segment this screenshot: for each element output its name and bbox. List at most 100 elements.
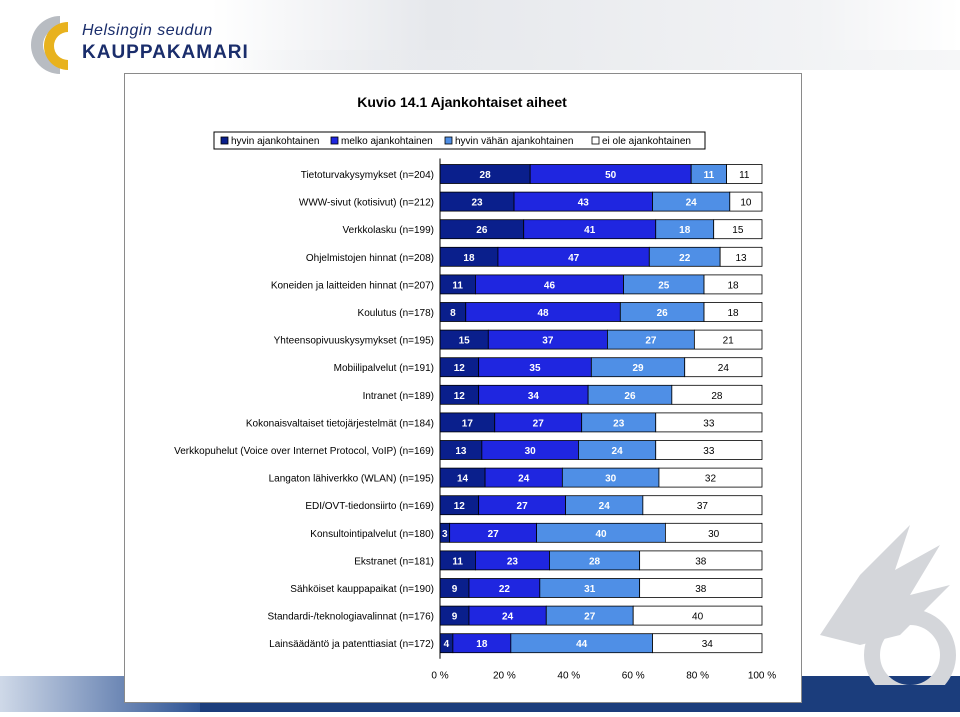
data-label: 3: [442, 529, 448, 540]
data-label: 27: [645, 336, 657, 347]
bar-segment-s4: [703, 302, 763, 322]
category-label: WWW-sivut (kotisivut) (n=212): [299, 198, 434, 209]
legend-entry-1: hyvin ajankohtainen: [231, 136, 319, 147]
data-label: 24: [686, 198, 698, 209]
category-label: EDI/OVT-tiedonsiirto (n=169): [305, 501, 434, 512]
stacked-bar-chart: Kuvio 14.1 Ajankohtaiset aiheet hyvin aj…: [174, 94, 776, 682]
data-label: 13: [736, 253, 748, 264]
data-label: 40: [692, 612, 704, 623]
data-label: 24: [518, 474, 530, 485]
bar-segment-s4: [693, 329, 763, 350]
bar-segment-s4: [632, 605, 763, 626]
decorative-eagle-gear-icon: [820, 525, 956, 685]
legend-entry-2: melko ajankohtainen: [341, 136, 433, 147]
category-label: Standardi-/teknologiavalinnat (n=176): [268, 612, 435, 623]
legend-swatch-2: [330, 136, 339, 145]
data-label: 23: [613, 418, 625, 429]
category-label: Verkkopuhelut (Voice over Internet Proto…: [174, 446, 434, 457]
data-label: 9: [452, 612, 458, 623]
data-label: 34: [528, 391, 540, 402]
category-label: Ohjelmistojen hinnat (n=208): [306, 253, 434, 264]
x-tick-label: 100 %: [748, 671, 776, 682]
data-label: 25: [658, 280, 670, 291]
chart-legend: hyvin ajankohtainen melko ajankohtainen hy…: [213, 131, 706, 150]
data-label: 34: [702, 639, 714, 650]
data-label: 43: [578, 198, 590, 209]
bar-segment-s4: [639, 578, 763, 598]
data-label: 30: [525, 446, 537, 457]
category-label: Kokonaisvaltaiset tietojärjestelmät (n=1…: [246, 418, 434, 429]
category-label: Koneiden ja laitteiden hinnat (n=207): [271, 280, 434, 291]
category-label: Intranet (n=189): [363, 391, 434, 402]
legend-box: [213, 131, 706, 150]
data-label: 22: [499, 584, 511, 595]
logo-text-line1: Helsingin seudun: [82, 22, 213, 39]
data-label: 15: [732, 225, 744, 236]
data-label: 9: [452, 584, 458, 595]
bar-segment-s4: [655, 440, 763, 460]
data-label: 12: [454, 363, 466, 374]
bar-segment-s4: [665, 522, 763, 543]
data-label: 13: [455, 446, 467, 457]
bar-segment-s4: [652, 633, 763, 654]
bar-segment-s4: [639, 550, 763, 571]
data-label: 24: [612, 446, 624, 457]
legend-swatch-4: [591, 136, 600, 145]
chart-title: Kuvio 14.1 Ajankohtaiset aiheet: [357, 94, 567, 110]
bar-segment-s4: [713, 219, 763, 240]
data-label: 14: [457, 474, 469, 485]
category-label: Lainsäädäntö ja patenttiasiat (n=172): [269, 639, 434, 650]
data-label: 47: [568, 253, 580, 264]
data-label: 11: [452, 556, 463, 567]
chart-x-axis: 0 % 20 % 40 % 60 % 80 % 100 %: [431, 158, 776, 682]
data-label: 46: [544, 280, 556, 291]
data-label: 8: [450, 308, 456, 319]
data-label: 21: [723, 336, 735, 347]
data-label: 40: [595, 529, 607, 540]
data-label: 26: [476, 225, 488, 236]
legend-swatch-1: [220, 136, 229, 145]
data-label: 18: [727, 280, 739, 291]
data-label: 30: [605, 474, 617, 485]
data-label: 24: [599, 501, 611, 512]
x-tick-label: 40 %: [557, 671, 580, 682]
data-label: 18: [679, 225, 691, 236]
category-label: Ekstranet (n=181): [354, 556, 434, 567]
category-label: Langaton lähiverkko (WLAN) (n=195): [269, 474, 434, 485]
category-label: Verkkolasku (n=199): [343, 225, 434, 236]
logo-text-line2: KAUPPAKAMARI: [82, 42, 249, 63]
header-band: [0, 0, 960, 70]
data-label: 27: [488, 529, 500, 540]
data-label: 28: [711, 391, 723, 402]
data-label: 38: [695, 556, 707, 567]
data-label: 26: [624, 391, 636, 402]
data-label: 30: [708, 529, 720, 540]
data-label: 44: [576, 639, 588, 650]
data-label: 31: [584, 584, 596, 595]
data-label: 26: [657, 308, 669, 319]
data-label: 18: [476, 639, 488, 650]
x-tick-label: 20 %: [493, 671, 516, 682]
category-label: Konsultointipalvelut (n=180): [310, 529, 434, 540]
legend-entry-3: hyvin vähän ajankohtainen: [455, 136, 573, 147]
bar-segment-s4: [719, 246, 763, 267]
data-label: 18: [727, 308, 739, 319]
data-label: 50: [605, 170, 617, 181]
data-label: 18: [463, 253, 475, 264]
data-label: 10: [740, 198, 752, 209]
x-tick-label: 80 %: [686, 671, 709, 682]
category-label: Sähköiset kauppapaikat (n=190): [290, 584, 434, 595]
data-label: 41: [584, 225, 596, 236]
data-label: 37: [697, 501, 709, 512]
legend-swatch-3: [444, 136, 453, 145]
category-label: Tietoturvakysymykset (n=204): [301, 170, 434, 181]
data-label: 4: [444, 639, 450, 650]
logo-c-mark-icon: [31, 16, 68, 74]
data-label: 27: [584, 612, 596, 623]
data-label: 29: [632, 363, 644, 374]
data-label: 38: [695, 584, 707, 595]
legend-entry-4: ei ole ajankohtainen: [602, 136, 691, 147]
data-label: 23: [471, 198, 483, 209]
data-label: 27: [517, 501, 529, 512]
data-label: 11: [704, 170, 715, 181]
